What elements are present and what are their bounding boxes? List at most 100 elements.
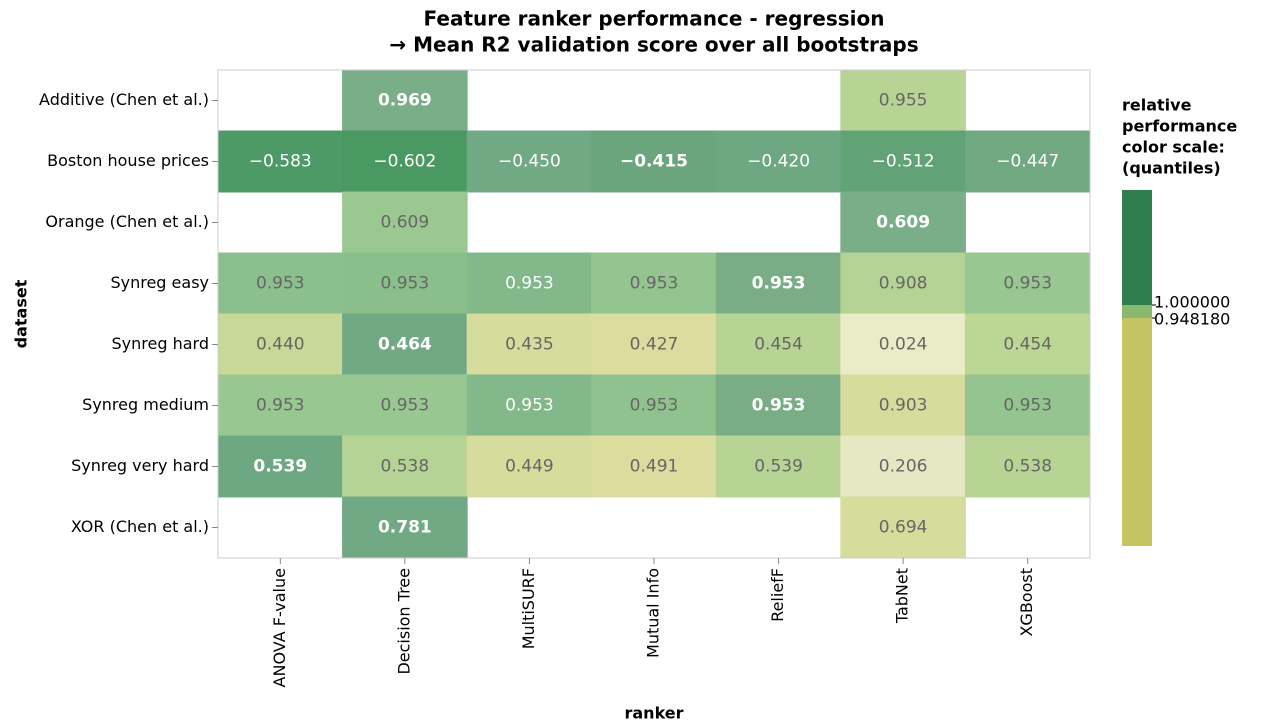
- heatmap-cell: [342, 69, 468, 132]
- legend-title: relative: [1122, 96, 1192, 115]
- heatmap-cell: [840, 69, 966, 132]
- x-tick-label: ReliefF: [768, 568, 787, 622]
- heatmap-cell: [840, 252, 966, 315]
- heatmap-cell: [466, 435, 593, 498]
- heatmap-cell: [964, 313, 1091, 376]
- cell-label: 0.953: [505, 274, 554, 294]
- chart-title: Feature ranker performance - regression: [424, 7, 885, 31]
- cell-label: 0.694: [879, 518, 928, 538]
- cell-label: 0.538: [381, 457, 430, 477]
- cell-label: −0.583: [249, 152, 312, 172]
- x-axis-title: ranker: [624, 704, 683, 723]
- legend-title: (quantiles): [1122, 159, 1221, 178]
- heatmap-cell: [466, 130, 593, 193]
- cell-label: 0.206: [879, 457, 928, 477]
- cell-label: 0.539: [754, 457, 803, 477]
- cell-label: 0.953: [1003, 396, 1052, 416]
- cell-label: 0.609: [381, 213, 430, 233]
- heatmap-cell: [840, 435, 966, 498]
- cell-label: 0.781: [378, 518, 432, 538]
- legend-tick-label: 0.948180: [1154, 310, 1230, 329]
- cell-label: 0.435: [505, 335, 554, 355]
- cell-label: 0.449: [505, 457, 554, 477]
- cell-label: 0.953: [752, 396, 806, 416]
- cell-label: 0.953: [630, 274, 679, 294]
- y-tick-label: Synreg easy: [110, 273, 209, 292]
- heatmap-cell: [217, 130, 344, 193]
- legend-swatch: [1122, 318, 1152, 546]
- cell-label: −0.415: [620, 152, 688, 172]
- cell-label: 0.953: [256, 396, 305, 416]
- heatmap-cell: [342, 313, 468, 376]
- chart-subtitle: → Mean R2 validation score over all boot…: [389, 33, 918, 57]
- cell-label: 0.454: [1003, 335, 1052, 355]
- cell-label: 0.609: [876, 213, 930, 233]
- y-tick-label: Orange (Chen et al.): [45, 212, 209, 231]
- cell-label: −0.512: [872, 152, 935, 172]
- y-axis-title: dataset: [12, 279, 31, 348]
- heatmap-cell: [342, 496, 468, 559]
- heatmap-cell: [217, 313, 344, 376]
- y-tick-label: XOR (Chen et al.): [71, 517, 209, 536]
- legend-swatch: [1122, 190, 1152, 305]
- cell-label: 0.491: [630, 457, 679, 477]
- cell-label: 0.953: [630, 396, 679, 416]
- x-tick-label: ANOVA F-value: [270, 568, 289, 687]
- y-tick-label: Boston house prices: [47, 151, 209, 170]
- heatmap-cell: [840, 374, 966, 437]
- heatmap-cell: [964, 130, 1091, 193]
- cell-label: −0.602: [373, 152, 436, 172]
- cell-label: 0.969: [378, 91, 432, 111]
- cell-label: 0.955: [879, 91, 928, 111]
- cell-label: 0.454: [754, 335, 803, 355]
- heatmap-cell: [715, 252, 842, 315]
- x-tick-label: MultiSURF: [519, 568, 538, 649]
- x-tick-label: TabNet: [893, 568, 912, 624]
- heatmap-cell: [715, 130, 842, 193]
- x-tick-label: Mutual Info: [644, 568, 663, 658]
- cell-label: 0.903: [879, 396, 928, 416]
- heatmap-cell: [342, 191, 468, 254]
- y-tick-label: Synreg hard: [112, 334, 209, 353]
- heatmap-cell: [840, 130, 966, 193]
- cell-label: 0.953: [752, 274, 806, 294]
- cell-label: 0.953: [1003, 274, 1052, 294]
- heatmap-cell: [591, 374, 717, 437]
- heatmap-cell: [715, 435, 842, 498]
- cell-label: 0.908: [879, 274, 928, 294]
- cell-label: −0.420: [747, 152, 810, 172]
- cell-label: 0.464: [378, 335, 432, 355]
- x-tick-label: XGBoost: [1017, 568, 1036, 637]
- heatmap-cell: [715, 313, 842, 376]
- y-tick-label: Synreg medium: [82, 395, 209, 414]
- heatmap-cell: [466, 313, 593, 376]
- heatmap-cell: [591, 435, 717, 498]
- heatmap-cell: [342, 252, 468, 315]
- cell-label: 0.539: [253, 457, 307, 477]
- heatmap-cell: [591, 313, 717, 376]
- heatmap-cell: [217, 252, 344, 315]
- cell-label: 0.024: [879, 335, 928, 355]
- heatmap-cell: [342, 130, 468, 193]
- heatmap-cell: [840, 191, 966, 254]
- cell-label: 0.953: [256, 274, 305, 294]
- legend-tick-label: 1.000000: [1154, 293, 1230, 312]
- legend-title: color scale:: [1122, 138, 1225, 157]
- cell-label: −0.450: [498, 152, 561, 172]
- cell-label: 0.538: [1003, 457, 1052, 477]
- heatmap-cell: [342, 374, 468, 437]
- heatmap-cell: [466, 252, 593, 315]
- y-tick-label: Synreg very hard: [71, 456, 209, 475]
- cell-label: 0.953: [381, 274, 430, 294]
- heatmap-cell: [964, 435, 1091, 498]
- cell-label: 0.440: [256, 335, 305, 355]
- cell-label: 0.953: [505, 396, 554, 416]
- x-tick-label: Decision Tree: [394, 568, 413, 675]
- heatmap-cell: [466, 374, 593, 437]
- cell-label: 0.427: [630, 335, 679, 355]
- heatmap-cell: [964, 252, 1091, 315]
- heatmap-cell: [591, 130, 717, 193]
- y-tick-label: Additive (Chen et al.): [39, 90, 209, 109]
- cell-label: −0.447: [996, 152, 1059, 172]
